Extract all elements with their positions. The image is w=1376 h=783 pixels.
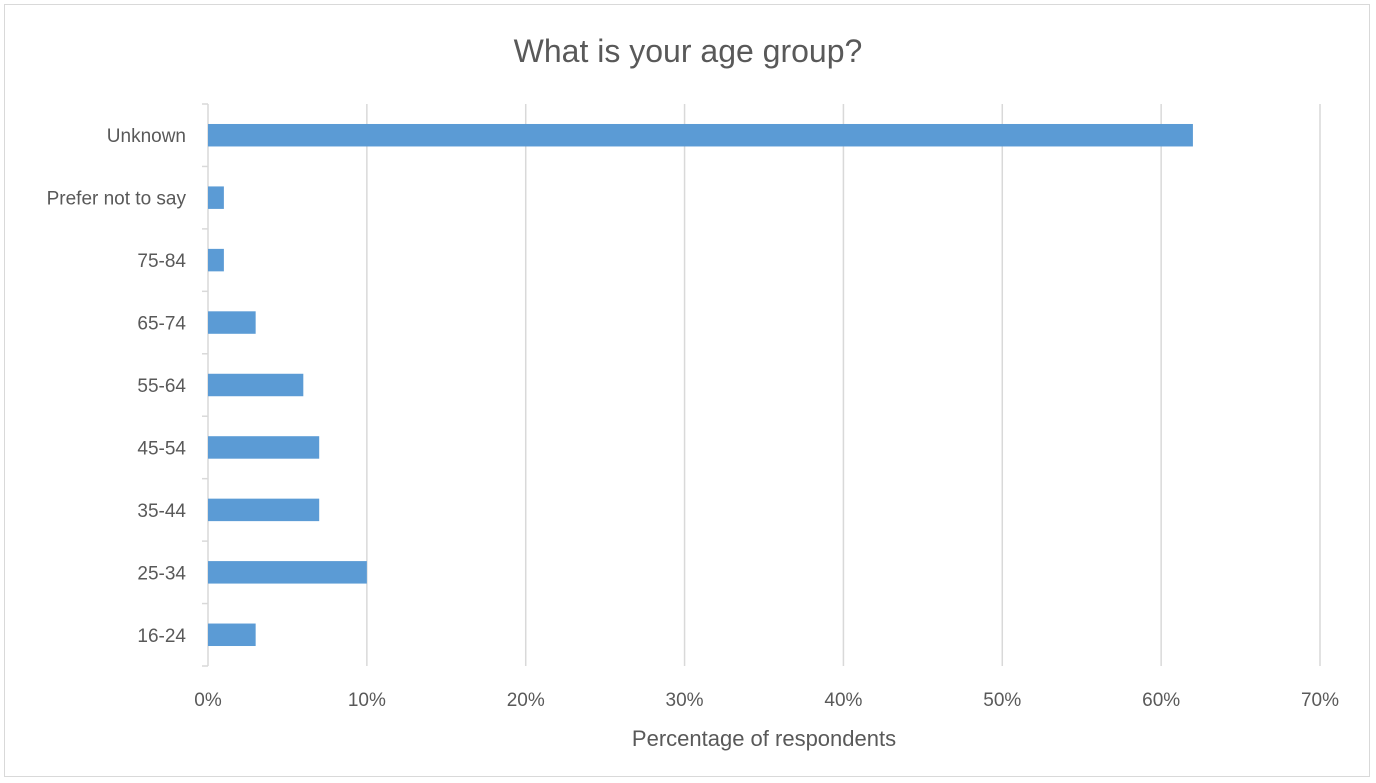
x-tick-label: 10%: [348, 690, 386, 711]
category-label: Prefer not to say: [47, 189, 187, 210]
bar: [208, 186, 224, 209]
bar: [208, 248, 224, 272]
x-tick-label: 20%: [507, 690, 545, 711]
category-axis: [202, 103, 209, 667]
bar: [208, 373, 304, 397]
category-label: 16-24: [137, 626, 186, 647]
bar: [208, 436, 320, 459]
bar: [208, 561, 367, 584]
x-tick-label: 0%: [194, 690, 222, 711]
category-label: 45-54: [137, 438, 186, 459]
bar: [208, 498, 320, 522]
bars: [208, 123, 1193, 647]
category-labels: 16-24 25-34 35-44 45-54 55-64 65-74 75-84 Prefe…: [47, 126, 187, 647]
value-tick-labels: 0% 10% 20% 30% 40% 50% 60% 70%: [194, 690, 1339, 711]
category-label: 35-44: [137, 501, 186, 522]
x-tick-label: 40%: [824, 690, 862, 711]
category-label: 55-64: [137, 376, 186, 397]
x-tick-label: 70%: [1301, 690, 1339, 711]
x-tick-label: 30%: [666, 690, 704, 711]
gridlines: [366, 104, 1321, 666]
category-label: 65-74: [137, 314, 186, 335]
x-tick-label: 50%: [983, 690, 1021, 711]
bar: [208, 311, 256, 334]
category-label: Unknown: [107, 126, 186, 147]
bar: [208, 623, 256, 647]
chart-title: What is your age group?: [514, 33, 863, 69]
category-label: 75-84: [137, 251, 186, 272]
x-tick-label: 60%: [1142, 690, 1180, 711]
category-label: 25-34: [137, 563, 186, 584]
x-axis-title: Percentage of respondents: [632, 726, 896, 751]
bar: [208, 123, 1193, 147]
